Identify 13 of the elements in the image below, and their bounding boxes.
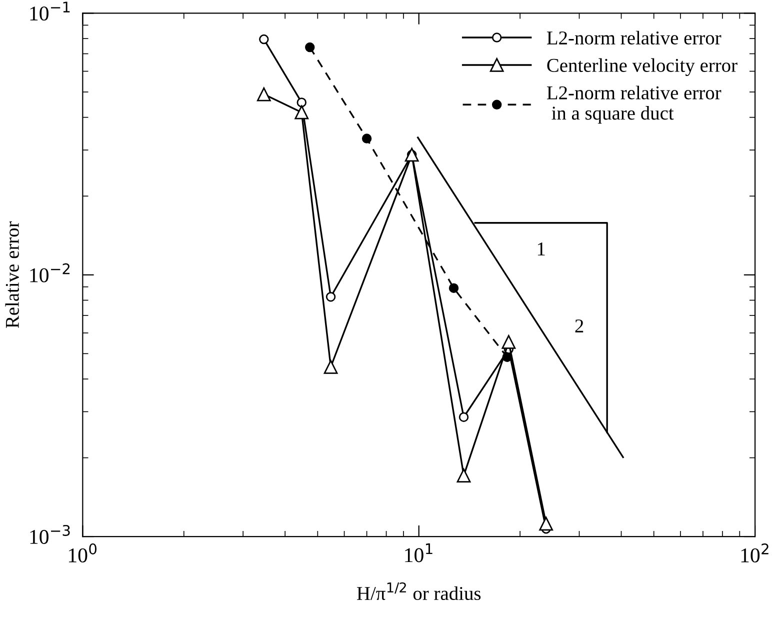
x-tick-label: 10$^{2}$ <box>741 543 768 562</box>
x-axis-title: H/π$^{1/2}$ or radius <box>357 582 481 600</box>
x-tick-label: 10$^{1}$ <box>405 543 432 562</box>
y-axis-title: Relative error <box>5 221 19 328</box>
y-tick-label: 10$^{−2}$ <box>30 263 70 282</box>
legend-label: L2-norm relative error in a square duct <box>546 86 722 124</box>
annotation: 2 <box>575 319 584 332</box>
y-tick-label: 10$^{−1}$ <box>30 2 70 21</box>
x-tick-label: 10$^{0}$ <box>68 543 96 562</box>
legend-label: Centerline velocity error <box>547 58 738 76</box>
annotation: 1 <box>538 242 545 256</box>
legend-label: L2-norm relative error <box>546 30 722 45</box>
y-tick-label: 10$^{−3}$ <box>30 524 70 544</box>
